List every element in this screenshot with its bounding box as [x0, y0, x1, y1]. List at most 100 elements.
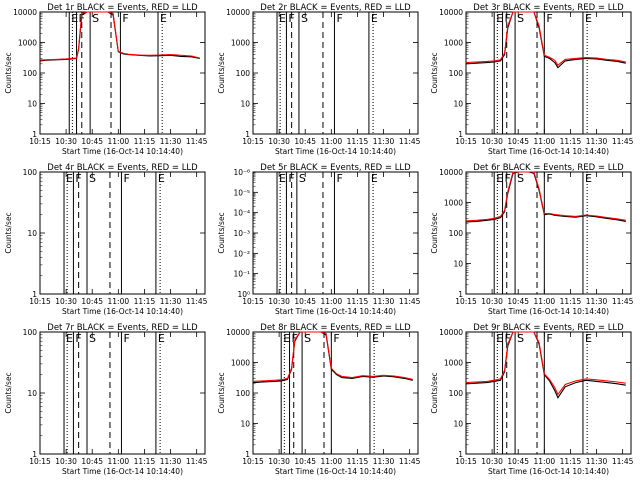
y-tick-label: 10	[27, 100, 37, 109]
marker-label: F	[546, 172, 552, 185]
x-tick-label: 11:00	[321, 137, 343, 146]
chart-title: Det 9r BLACK = Events, RED = LLD	[473, 323, 624, 333]
y-tick-label: 1	[32, 450, 37, 459]
x-axis-label: Start Time (16-Oct-14 10:14:40)	[488, 307, 609, 316]
marker-label: S	[92, 12, 99, 25]
chart-title: Det 4r BLACK = Events, RED = LLD	[47, 163, 198, 173]
x-tick-label: 11:30	[586, 457, 608, 466]
marker-label: E	[158, 332, 165, 345]
x-tick-label: 10:30	[55, 297, 77, 306]
x-tick-label: 10:45	[81, 297, 103, 306]
x-tick-label: 10:15	[242, 297, 264, 306]
marker-label: F	[122, 12, 128, 25]
marker-label: F	[505, 12, 511, 25]
x-tick-label: 11:00	[534, 297, 556, 306]
x-tick-label: 11:00	[321, 297, 343, 306]
chart-title: Det 3r BLACK = Events, RED = LLD	[473, 3, 624, 13]
x-tick-label: 11:00	[534, 137, 556, 146]
y-tick-label: 1	[245, 450, 250, 459]
marker-label: E	[585, 172, 592, 185]
plot-frame	[39, 11, 206, 135]
marker-label: S	[89, 332, 96, 345]
x-tick-label: 11:45	[399, 137, 421, 146]
y-tick-label: 1	[458, 130, 463, 139]
marker-label: E	[372, 332, 379, 345]
x-tick-label: 11:30	[160, 297, 182, 306]
x-tick-label: 10:15	[455, 297, 477, 306]
x-tick-label: 11:45	[399, 297, 421, 306]
x-tick-label: 11:45	[186, 137, 208, 146]
marker-label: E	[71, 12, 78, 25]
marker-label: E	[158, 172, 165, 185]
y-tick-label: 10⁻⁵	[233, 188, 250, 197]
chart-title: Det 5r BLACK = Events, RED = LLD	[260, 163, 411, 173]
y-axis-label: Counts/sec	[4, 372, 13, 413]
y-tick-label: 1	[458, 290, 463, 299]
y-tick-label: 10	[240, 100, 250, 109]
y-tick-label: 100	[449, 69, 464, 78]
x-axis-label: Start Time (16-Oct-14 10:14:40)	[62, 147, 183, 156]
x-axis-label: Start Time (16-Oct-14 10:14:40)	[62, 307, 183, 316]
y-tick-label: 1000	[444, 39, 463, 48]
chart-title: Det 1r BLACK = Events, RED = LLD	[47, 3, 198, 13]
y-tick-label: 10000	[439, 8, 463, 17]
x-tick-label: 11:15	[560, 297, 582, 306]
y-tick-label: 10	[27, 389, 37, 398]
y-axis-label: Counts/sec	[217, 372, 226, 413]
x-tick-label: 11:15	[134, 297, 156, 306]
x-axis-label: Start Time (16-Oct-14 10:14:40)	[275, 147, 396, 156]
chart-title: Det 8r BLACK = Events, RED = LLD	[260, 323, 411, 333]
chart-title: Det 6r BLACK = Events, RED = LLD	[473, 163, 624, 173]
marker-label: F	[288, 172, 294, 185]
x-tick-label: 11:30	[373, 137, 395, 146]
marker-label: S	[517, 12, 524, 25]
x-tick-label: 10:15	[242, 457, 264, 466]
y-tick-label: 100	[236, 69, 251, 78]
marker-label: F	[505, 332, 511, 345]
series-lld-line	[39, 11, 200, 61]
chart-panel-2: Det 2r BLACK = Events, RED = LLD 1 10 100 10…	[217, 3, 421, 156]
y-tick-label: 10000	[226, 8, 250, 17]
marker-label: F	[336, 172, 342, 185]
y-tick-label: 10⁻⁶	[233, 168, 250, 177]
y-tick-label: 10000	[439, 328, 463, 337]
y-tick-label: 100	[23, 168, 38, 177]
chart-title: Det 2r BLACK = Events, RED = LLD	[260, 3, 411, 13]
x-tick-label: 10:15	[455, 137, 477, 146]
x-tick-label: 10:45	[81, 457, 103, 466]
y-tick-label: 100	[23, 69, 38, 78]
y-axis-label: Counts/sec	[217, 212, 226, 253]
x-axis-label: Start Time (16-Oct-14 10:14:40)	[488, 147, 609, 156]
plot-frame	[252, 11, 419, 135]
y-tick-label: 10000	[13, 8, 37, 17]
y-tick-label: 10	[27, 229, 37, 238]
chart-panel-6: Det 6r BLACK = Events, RED = LLD 1 10 100 10…	[430, 163, 634, 316]
marker-label: F	[75, 332, 81, 345]
plot-frame	[465, 171, 632, 295]
plot-frame	[252, 331, 419, 455]
x-tick-label: 11:45	[612, 457, 634, 466]
y-tick-label: 10	[453, 260, 463, 269]
chart-panel-5: Det 5r BLACK = Events, RED = LLD 10⁰ 10⁻¹ 1…	[217, 163, 421, 316]
x-tick-label: 11:00	[108, 457, 130, 466]
marker-label: E	[496, 332, 503, 345]
plot-frame	[39, 331, 206, 455]
marker-label: F	[333, 332, 339, 345]
x-tick-label: 11:30	[373, 457, 395, 466]
y-tick-label: 10000	[439, 168, 463, 177]
x-axis-label: Start Time (16-Oct-14 10:14:40)	[275, 467, 396, 476]
y-tick-label: 1000	[444, 359, 463, 368]
marker-label: E	[66, 332, 73, 345]
x-tick-label: 10:30	[481, 457, 503, 466]
marker-label: E	[279, 172, 286, 185]
marker-label: E	[279, 12, 286, 25]
x-tick-label: 11:00	[108, 137, 130, 146]
x-tick-label: 11:45	[612, 137, 634, 146]
marker-label: F	[292, 332, 298, 345]
y-tick-label: 10	[453, 100, 463, 109]
chart-panel-4: Det 4r BLACK = Events, RED = LLD 1 10 100 Co…	[4, 163, 208, 316]
y-tick-label: 1000	[18, 39, 37, 48]
marker-label: E	[283, 332, 290, 345]
x-tick-label: 11:15	[347, 137, 369, 146]
y-tick-label: 10⁻¹	[233, 270, 250, 279]
